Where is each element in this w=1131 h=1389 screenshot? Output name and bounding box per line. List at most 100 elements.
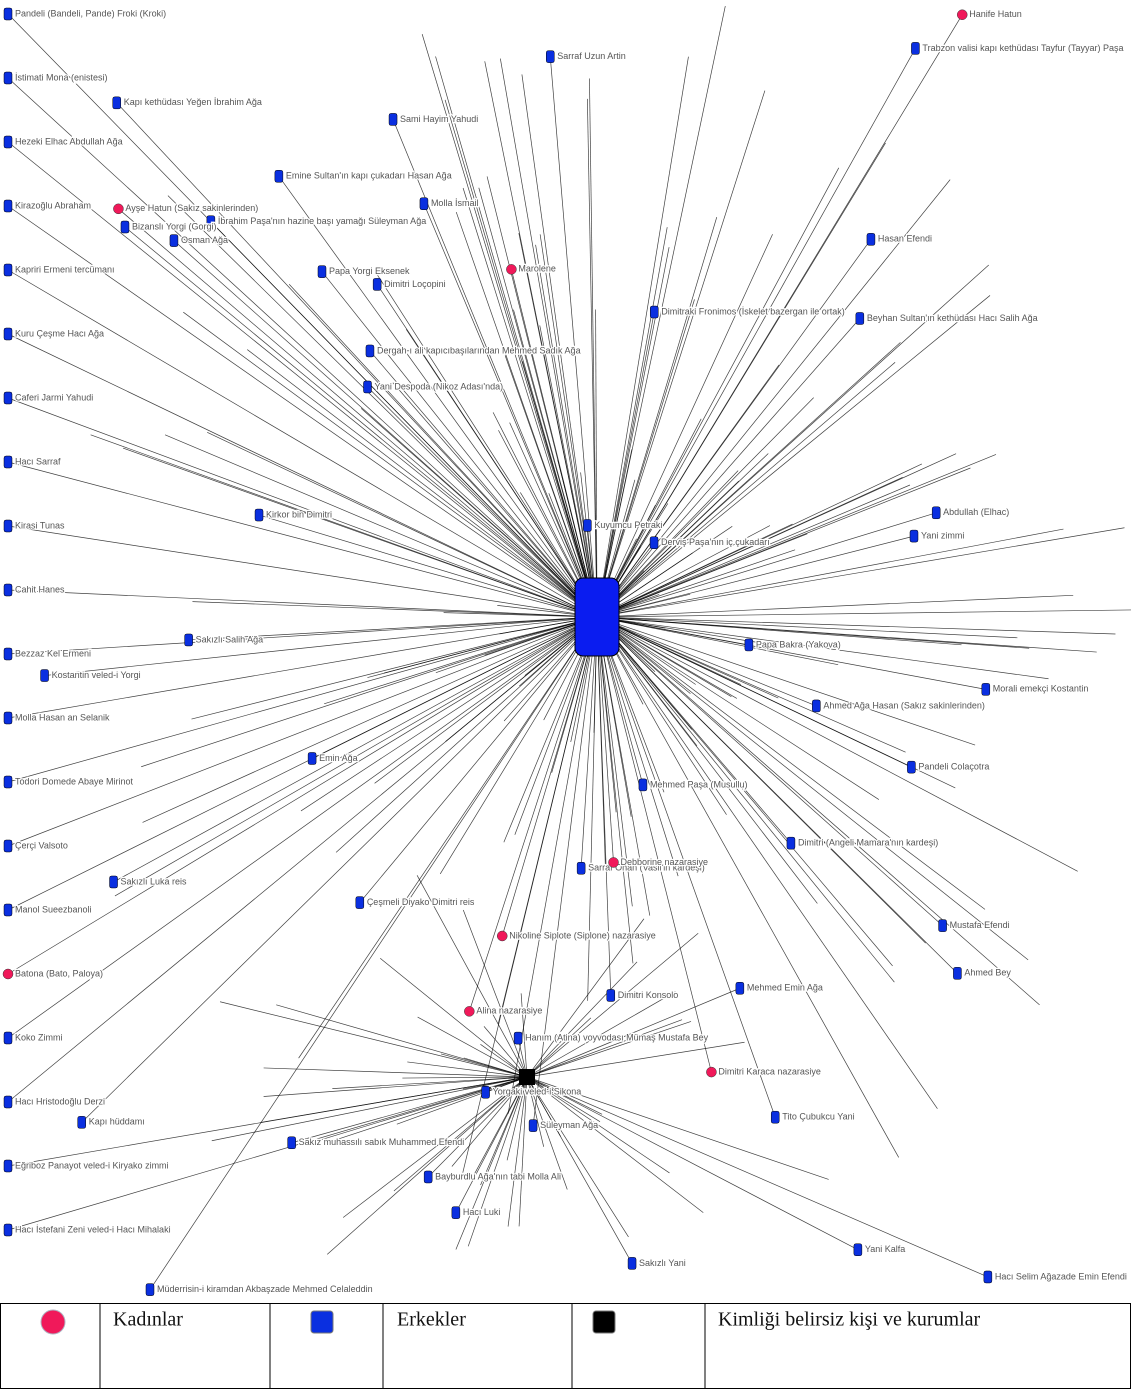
node-label: Bayburdlu Ağa'nın tabi Molla Ali (435, 1171, 561, 1181)
edge (596, 616, 900, 1158)
node-label: Kapı hüddamı (89, 1117, 145, 1127)
edge (416, 875, 528, 1078)
edge (188, 614, 598, 641)
node-label: Kuyumcu Petraki (594, 520, 662, 530)
node (3, 7, 13, 21)
edge (526, 1076, 629, 1238)
edge (596, 528, 1064, 618)
edge (298, 616, 598, 1059)
node (953, 967, 962, 980)
node-label: Sarraf Uzun Artin (557, 51, 626, 61)
node (3, 327, 13, 341)
edge (141, 616, 598, 768)
node-label: Kirasi Tunas (15, 520, 65, 530)
edge (7, 141, 598, 618)
edge (596, 616, 1116, 635)
node-label: Molla İsmail (431, 198, 479, 208)
node-label: Koko Zimmi (15, 1032, 63, 1042)
node (372, 278, 382, 291)
node-label: Yani zimmi (921, 530, 964, 540)
edge (526, 961, 638, 1078)
edge (595, 309, 598, 618)
node-label: Morali emekçi Kostantin (993, 684, 1089, 694)
edge (596, 56, 689, 618)
edge (595, 616, 712, 1073)
node-label: Yani Despoda (Nikoz Adası'nda) (374, 381, 503, 391)
edge (526, 1076, 989, 1278)
node (744, 638, 754, 652)
edge (513, 309, 598, 618)
node-label: Debborine nazarasiye (621, 857, 709, 867)
node-label: Süleyman Ağa (540, 1120, 598, 1130)
edge (462, 909, 528, 1078)
edge (596, 616, 1018, 639)
node (3, 775, 13, 789)
node-label: Ayşe Hatun (Sakız sakinlerinden) (125, 203, 258, 213)
edge (211, 1076, 528, 1142)
node (3, 263, 13, 277)
edge (596, 523, 793, 618)
edge (596, 239, 872, 618)
node (909, 529, 919, 543)
edge (596, 616, 1040, 1006)
node (120, 220, 130, 234)
edge (596, 616, 912, 768)
node-label: Hacı İstefani Zeni veled-i Hacı Mihalaki (15, 1224, 171, 1234)
legend-symbol (310, 1310, 334, 1334)
node-label: Abdullah (Elhac) (943, 507, 1009, 517)
edge (374, 270, 598, 618)
node-label: Alina nazarasiye (476, 1006, 542, 1016)
node-label: Batona (Bato, Paloya) (15, 968, 103, 978)
node-label: Bezzaz Kel Ermeni (15, 648, 91, 658)
edge (114, 616, 598, 897)
node (956, 9, 968, 20)
edge (596, 616, 986, 910)
edge (321, 271, 598, 618)
node-label: Ahmed Bey (964, 968, 1011, 978)
node-label: Mehmed Emin Ağa (747, 983, 823, 993)
edge (467, 1076, 528, 1247)
edge (532, 616, 600, 1126)
edge (443, 612, 598, 618)
node-label: Hezeki Elhac Abdullah Ağa (15, 136, 123, 146)
node (983, 1270, 993, 1284)
node-label: Hanife Hatun (969, 9, 1022, 19)
edge (526, 1076, 601, 1123)
edge (596, 295, 991, 618)
node-label: Papa Bakra (Yakova) (756, 639, 841, 649)
edge (596, 48, 916, 618)
edge (359, 616, 598, 903)
edge (596, 616, 679, 877)
node-label: Caferi Jarmi Yahudi (15, 392, 93, 402)
edge (507, 1076, 528, 1227)
edge (423, 203, 598, 618)
edge (367, 386, 598, 618)
node (3, 1031, 13, 1045)
edge (596, 480, 740, 618)
edge (587, 98, 598, 618)
node (3, 839, 13, 853)
node-label: Marolene (518, 264, 556, 274)
node (206, 215, 216, 228)
node (112, 96, 122, 110)
node-label: Sakız muhassılı sabık Muhammed Efendi (299, 1137, 465, 1147)
node (464, 1006, 475, 1017)
node-label: Çerçi Valsoto (15, 840, 68, 850)
edge (167, 195, 598, 618)
edge (7, 333, 598, 618)
edge (118, 208, 598, 618)
node (274, 170, 284, 183)
edge (596, 616, 1097, 653)
edge (596, 616, 1029, 961)
edge (596, 616, 1049, 680)
edge (81, 616, 598, 1123)
edge (113, 616, 598, 883)
edge (596, 227, 668, 618)
node-label: Emine Sultan'ın kapı çukadarı Hasan Ağa (286, 171, 452, 181)
node (365, 344, 375, 358)
node-label: Cahit Hanes (15, 584, 65, 594)
edge (7, 616, 598, 847)
node (496, 930, 508, 942)
edge (526, 1076, 704, 1213)
edge (596, 454, 997, 618)
